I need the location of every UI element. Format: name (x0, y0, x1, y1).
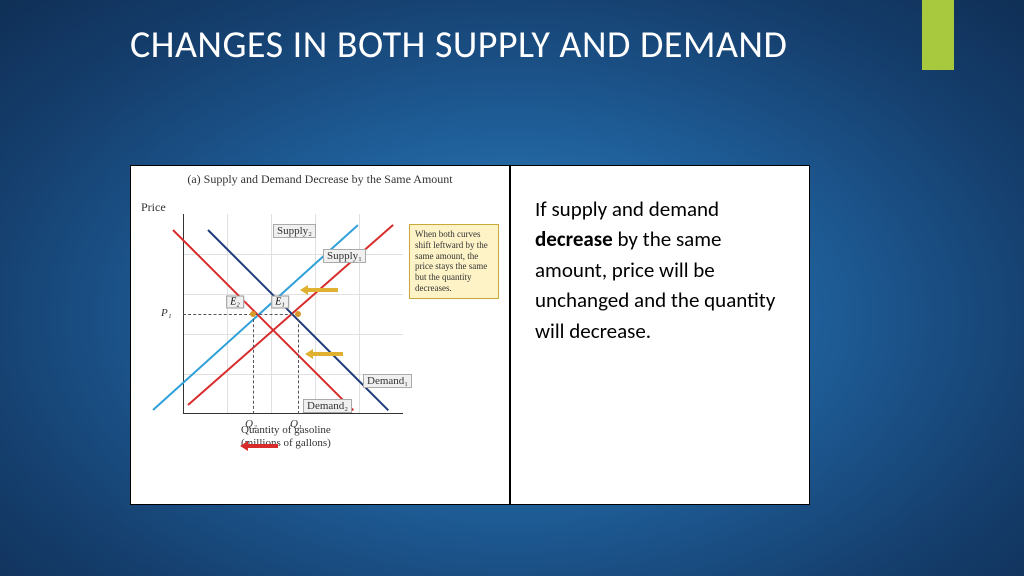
slide-title: CHANGES IN BOTH SUPPLY AND DEMAND (130, 22, 787, 70)
curve-label: Demand₂ (303, 399, 352, 413)
accent-bar (922, 0, 954, 70)
equilibrium-label: E₂ (226, 296, 244, 309)
curve-label: Supply₁ (323, 249, 366, 263)
y-axis-label: Price (141, 200, 166, 215)
chart-plot: E₁E₂P₁Q₁Q₂Supply₂Supply₁Demand₁Demand₂ (183, 214, 403, 414)
chart-subtitle: (a) Supply and Demand Decrease by the Sa… (131, 172, 509, 187)
explanation-panel: If supply and demand decrease by the sam… (510, 165, 810, 505)
content-row: (a) Supply and Demand Decrease by the Sa… (130, 165, 810, 505)
equilibrium-label: E₁ (271, 296, 289, 309)
chart-panel: (a) Supply and Demand Decrease by the Sa… (130, 165, 510, 505)
curve-label: Demand₁ (363, 374, 412, 388)
curve-label: Supply₂ (273, 224, 316, 238)
explanation-pre: If supply and demand (535, 196, 719, 222)
explanation-bold: decrease (535, 226, 613, 252)
chart-callout: When both curves shift leftward by the s… (409, 224, 499, 299)
